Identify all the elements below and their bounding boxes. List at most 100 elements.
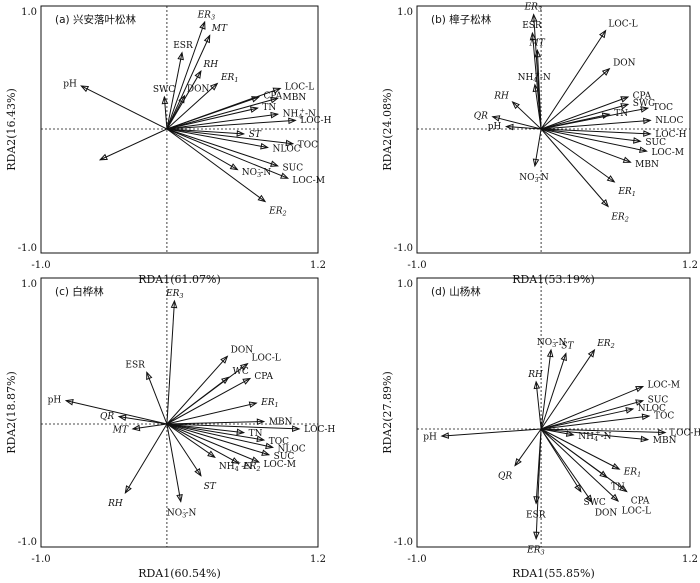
loading-vector: MT — [529, 38, 546, 130]
loading-vector: RH — [107, 423, 168, 509]
loading-vector: ER1 — [166, 73, 238, 130]
vector-line — [534, 84, 542, 130]
loading-vector: MBN — [541, 428, 677, 446]
loading-vector: ER2 — [166, 128, 287, 218]
vector-arrowhead — [505, 123, 514, 131]
vector-line — [540, 103, 629, 130]
loading-vector: TOC — [541, 411, 674, 430]
vector-line — [166, 356, 228, 425]
vector-line — [166, 83, 218, 130]
vector-line — [514, 428, 542, 466]
vector-line — [166, 300, 175, 425]
vector-arrowhead — [80, 85, 90, 93]
loading-vector: RH — [493, 91, 542, 130]
vector-label: NLOC — [655, 116, 683, 126]
vector-line — [166, 423, 202, 476]
vector-label: LOC-L — [622, 506, 651, 516]
loading-vector: ESR — [125, 361, 168, 425]
vector-arrowhead — [601, 112, 611, 119]
y-tick-label: -1.0 — [18, 243, 37, 254]
loading-vector: ST — [540, 342, 575, 430]
vector-label: LOC-H — [670, 429, 700, 439]
vector-label: RH — [107, 499, 123, 509]
vector-label: CPA — [264, 91, 283, 101]
loading-vector: NLOC — [166, 423, 306, 454]
vector-label: DON — [595, 508, 618, 518]
vector-line — [66, 400, 168, 425]
vector-arrowhead — [635, 399, 645, 406]
vector-arrowhead — [658, 429, 667, 436]
x-tick-label: -1.0 — [407, 260, 426, 271]
vector-arrowhead — [625, 407, 635, 414]
loading-vector: LOC-M — [540, 128, 684, 158]
loading-vector: TN — [166, 423, 263, 439]
loading-vector: LOC-L — [166, 354, 281, 425]
loading-vector: ER3 — [526, 428, 545, 557]
vector-line — [540, 353, 567, 430]
vector-arrowhead — [261, 449, 271, 456]
vector-label: DON — [613, 58, 636, 68]
y-axis-label: RDA2(16.43%) — [5, 88, 18, 171]
vector-arrowhead — [265, 442, 274, 450]
x-axis-label: RDA1(53.19%) — [512, 273, 595, 286]
vector-label: NH4+-N — [283, 107, 316, 121]
vector-line — [81, 85, 168, 130]
vector-arrowhead — [239, 362, 249, 371]
vector-label: MT — [211, 24, 228, 34]
loading-vector: QR — [100, 412, 167, 425]
vector-label: ER3 — [165, 289, 184, 300]
loading-vector: SUC — [166, 128, 303, 173]
vector-label: TN — [614, 109, 628, 119]
vector-label: ER2 — [610, 212, 629, 223]
vector-label: MT — [112, 426, 129, 436]
loading-vector: LOC-L — [540, 19, 638, 130]
vector-label: LOC-L — [251, 354, 280, 364]
vector-label: LOC-H — [300, 116, 331, 126]
vector-label: SUC — [645, 138, 666, 148]
vector-line — [166, 128, 293, 145]
vector-arrowhead — [251, 456, 261, 463]
vector-arrowhead — [619, 484, 628, 493]
vector-label: ER1 — [623, 467, 642, 478]
vector-label: CPA — [631, 496, 650, 506]
vector-label: NH4+-N — [578, 429, 611, 443]
vector-label: CPA — [633, 91, 652, 101]
vector-arrowhead — [176, 494, 183, 503]
vector-line — [146, 372, 168, 425]
loading-vector: DON — [166, 84, 210, 130]
loading-vector: LOC-M — [166, 128, 325, 186]
vector-arrowhead — [640, 435, 650, 443]
vector-arrowhead — [229, 163, 239, 171]
vector-arrowhead — [291, 425, 301, 432]
vector-label: DON — [187, 84, 210, 94]
x-tick-label: -1.0 — [407, 554, 426, 565]
vector-line — [166, 378, 251, 425]
y-tick-label: 1.0 — [397, 7, 413, 18]
loading-vector: TN — [166, 103, 276, 130]
vector-line — [166, 423, 260, 463]
y-axis-label: RDA2(27.89%) — [381, 371, 394, 454]
x-tick-label: 1.2 — [682, 554, 698, 565]
vector-arrowhead — [533, 380, 541, 390]
panel-b: (b) 樟子松林 1.0 -1.0 -1.0 1.2 RDA1(53.19%) RDA2(2… — [381, 3, 698, 286]
vector-arrowhead — [643, 130, 652, 137]
vector-label: QR — [100, 412, 114, 422]
vector-arrowhead — [170, 299, 178, 309]
vector-arrowhead — [230, 457, 240, 465]
vector-arrowhead — [270, 96, 280, 104]
loading-vector: TOC — [166, 128, 318, 150]
loading-vector: CPA — [540, 91, 652, 130]
vector-label: SWC — [633, 99, 655, 109]
loading-vector: ER2 — [540, 128, 629, 223]
vector-arrowhead — [534, 48, 542, 58]
vector-label: MBN — [653, 436, 677, 446]
y-tick-label: -1.0 — [394, 243, 413, 254]
vector-label: LOC-L — [608, 19, 637, 29]
vector-line — [166, 128, 266, 202]
vector-label: LOC-L — [285, 83, 314, 93]
vector-label: RH — [493, 91, 509, 101]
vector-label: TN — [611, 482, 625, 492]
vector-label: LOC-M — [292, 176, 325, 186]
vector-line — [166, 423, 239, 464]
panel-c: (c) 白桦林 1.0 -1.0 -1.0 1.2 RDA1(60.54%) RDA2(18… — [5, 277, 335, 580]
